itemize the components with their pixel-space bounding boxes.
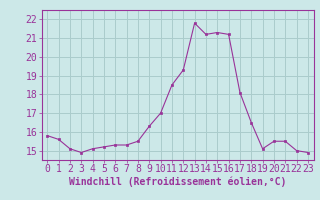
X-axis label: Windchill (Refroidissement éolien,°C): Windchill (Refroidissement éolien,°C) bbox=[69, 177, 286, 187]
